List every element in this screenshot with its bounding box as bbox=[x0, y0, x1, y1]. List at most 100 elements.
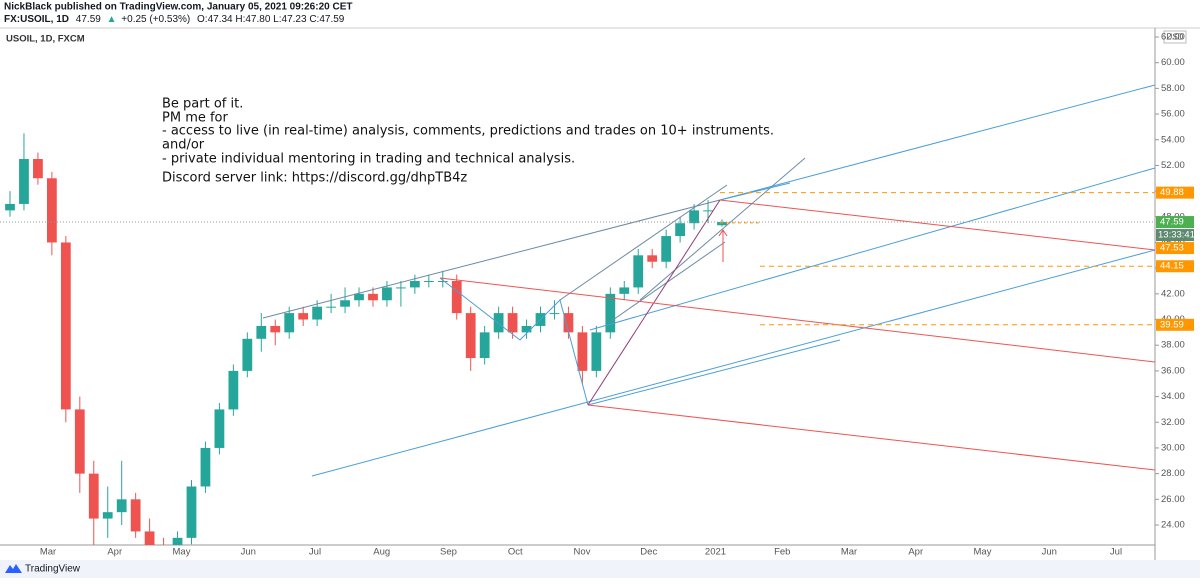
candle-body bbox=[19, 159, 29, 204]
x-tick-label: Mar bbox=[841, 547, 857, 558]
x-tick-label: May bbox=[173, 547, 191, 558]
x-tick-label: Jun bbox=[241, 547, 256, 558]
candle-body bbox=[577, 332, 588, 371]
y-tick-label: 32.00 bbox=[1161, 417, 1185, 428]
candle-body bbox=[242, 338, 253, 371]
candle-body bbox=[465, 313, 476, 359]
y-tick-label: 54.00 bbox=[1161, 134, 1185, 145]
level-tag bbox=[1156, 186, 1194, 199]
alert-price-label: 47.53 bbox=[1160, 243, 1184, 254]
note-line: - private individual mentoring in tradin… bbox=[162, 152, 575, 167]
last: 47.59 bbox=[76, 14, 101, 25]
note-line: - access to live (in real-time) analysis… bbox=[162, 124, 774, 139]
y-tick-label: 34.00 bbox=[1161, 391, 1185, 402]
candle-body bbox=[396, 287, 406, 289]
candle-body bbox=[409, 281, 420, 288]
candle-body bbox=[689, 210, 699, 224]
x-tick-label: Jul bbox=[309, 547, 321, 558]
note-line: and/or bbox=[162, 138, 205, 153]
countdown: 13:33:41 bbox=[1158, 230, 1195, 241]
ohlc: O:47.34 H:47.80 L:47.23 C:47.59 bbox=[197, 14, 345, 25]
candle-body bbox=[200, 447, 211, 487]
pitchfork-line bbox=[587, 404, 1155, 471]
pitchfork-line bbox=[439, 277, 1155, 363]
brand[interactable]: TradingView bbox=[25, 564, 81, 575]
level-label: 44.15 bbox=[1160, 261, 1184, 272]
candle-body bbox=[437, 281, 448, 282]
candle-body bbox=[591, 332, 602, 371]
arrow-head bbox=[718, 229, 728, 237]
pitchfork-handle bbox=[587, 199, 721, 406]
wedge-line bbox=[639, 157, 806, 301]
candle-body bbox=[116, 499, 127, 513]
candle-body bbox=[130, 499, 141, 532]
footer bbox=[0, 560, 1200, 578]
level-label: 49.88 bbox=[1160, 187, 1184, 198]
x-tick-label: Sep bbox=[440, 547, 457, 558]
note-line: Be part of it. bbox=[162, 97, 243, 112]
trend-line bbox=[311, 249, 1155, 477]
candle-body bbox=[228, 370, 239, 410]
candle-body bbox=[647, 255, 658, 262]
trend-line bbox=[589, 167, 1155, 331]
y-tick-label: 36.00 bbox=[1161, 365, 1185, 376]
candle-body bbox=[423, 281, 434, 282]
zigzag bbox=[439, 277, 589, 406]
candle-body bbox=[340, 300, 350, 307]
candle-body bbox=[633, 255, 644, 288]
trend-line bbox=[587, 339, 841, 406]
candle-body bbox=[88, 473, 99, 519]
x-tick-label: Nov bbox=[574, 547, 591, 558]
drawings bbox=[262, 84, 1155, 477]
candle-body bbox=[493, 313, 504, 333]
x-tick-label: May bbox=[974, 547, 992, 558]
symbol: FX:USOIL, 1D bbox=[4, 14, 69, 25]
trend-line bbox=[719, 84, 1155, 201]
candle-body bbox=[479, 332, 490, 359]
candle-body bbox=[717, 222, 727, 226]
y-tick-label: 52.00 bbox=[1161, 160, 1185, 171]
x-tick-label: Aug bbox=[373, 547, 390, 558]
candle-body bbox=[368, 293, 378, 301]
countdown-tag bbox=[1156, 229, 1194, 242]
candle-body bbox=[382, 287, 392, 301]
currency-box bbox=[1163, 30, 1187, 44]
candle-body bbox=[312, 306, 323, 320]
currency: USD bbox=[1167, 33, 1184, 42]
candle-body bbox=[298, 313, 309, 320]
y-tick-label: 24.00 bbox=[1161, 520, 1185, 531]
y-tick-label: 42.00 bbox=[1161, 288, 1185, 299]
candle-body bbox=[703, 210, 713, 212]
candle-body bbox=[33, 159, 43, 179]
x-tick-label: Oct bbox=[508, 547, 523, 558]
trend-line bbox=[719, 182, 791, 201]
y-tick-label: 38.00 bbox=[1161, 340, 1185, 351]
x-tick-label: Jul bbox=[1110, 547, 1122, 558]
change: +0.25 (+0.53%) bbox=[121, 14, 190, 25]
candle-body bbox=[74, 409, 85, 474]
candle-body bbox=[186, 486, 197, 538]
candle-body bbox=[675, 223, 686, 237]
candle-body bbox=[5, 203, 15, 211]
level-tag bbox=[1156, 260, 1194, 273]
x-tick-label: Jun bbox=[1042, 547, 1057, 558]
candle-body bbox=[214, 409, 225, 448]
candle-body bbox=[60, 242, 71, 410]
candle-body bbox=[172, 537, 183, 545]
arrow: ▲ bbox=[107, 14, 117, 25]
candle-body bbox=[605, 293, 616, 333]
candle-body bbox=[563, 313, 574, 333]
note-line: Discord server link: https://discord.gg/… bbox=[162, 171, 467, 186]
y-tick-label: 26.00 bbox=[1161, 494, 1185, 505]
x-tick-label: Dec bbox=[640, 547, 657, 558]
candle-body bbox=[102, 512, 113, 519]
last-price-tag bbox=[1156, 216, 1194, 229]
y-tick-label: 28.00 bbox=[1161, 468, 1185, 479]
candle-body bbox=[549, 313, 560, 315]
x-tick-label: Feb bbox=[774, 547, 790, 558]
candle-body bbox=[256, 325, 267, 339]
candle-body bbox=[451, 281, 462, 314]
candle-body bbox=[144, 531, 155, 545]
wedge-line bbox=[559, 184, 728, 301]
